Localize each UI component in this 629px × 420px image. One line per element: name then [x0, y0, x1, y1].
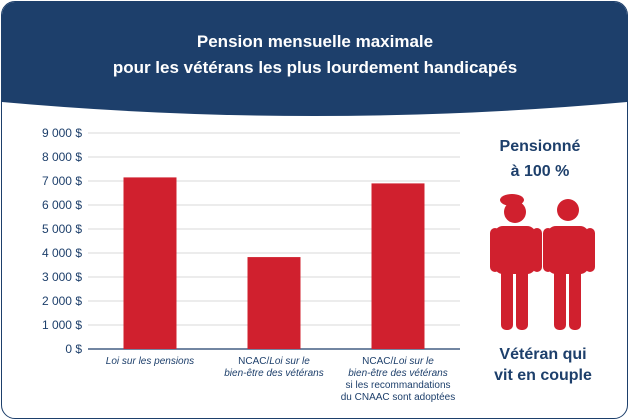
x-category-label: NCAC/Loi sur le bien-être des vétérans — [224, 356, 324, 379]
x-category-label: NCAC/Loi sur le bien-être des vétérans si … — [341, 356, 456, 403]
y-tick-label: 8 000 $ — [42, 150, 82, 164]
bar — [247, 257, 301, 349]
spouse-figure-icon — [543, 199, 595, 330]
side-heading-line1: Pensionné — [500, 138, 581, 155]
bar — [371, 183, 425, 349]
side-caption-line1: Vétéran qui — [499, 346, 586, 363]
side-heading-line2: à 100 % — [511, 163, 570, 180]
x-category-label: Loi sur les pensions — [106, 356, 194, 367]
veteran-figure-icon — [490, 194, 542, 330]
bars — [123, 177, 425, 349]
y-tick-label: 2 000 $ — [42, 294, 82, 308]
y-tick-label: 4 000 $ — [42, 246, 82, 260]
y-tick-label: 7 000 $ — [42, 174, 82, 188]
side-caption-line2: vit en couple — [494, 367, 592, 384]
y-tick-label: 1 000 $ — [42, 318, 82, 332]
y-axis-ticks: 0 $ 1 000 $ 2 000 $ 3 000 $ 4 000 $ 5 000 $ 6 … — [42, 126, 82, 356]
y-tick-label: 6 000 $ — [42, 198, 82, 212]
title-banner — [2, 2, 627, 116]
chart-title-line1: Pension mensuelle maximale — [197, 32, 433, 51]
couple-icon — [490, 194, 595, 330]
y-tick-label: 0 $ — [65, 342, 82, 356]
y-tick-label: 9 000 $ — [42, 126, 82, 140]
y-tick-label: 3 000 $ — [42, 270, 82, 284]
chart-title-line2: pour les vétérans les plus lourdement ha… — [113, 58, 517, 77]
y-tick-label: 5 000 $ — [42, 222, 82, 236]
bar — [123, 177, 177, 349]
x-axis-categories: Loi sur les pensions NCAC/Loi sur le bien-… — [106, 356, 455, 403]
